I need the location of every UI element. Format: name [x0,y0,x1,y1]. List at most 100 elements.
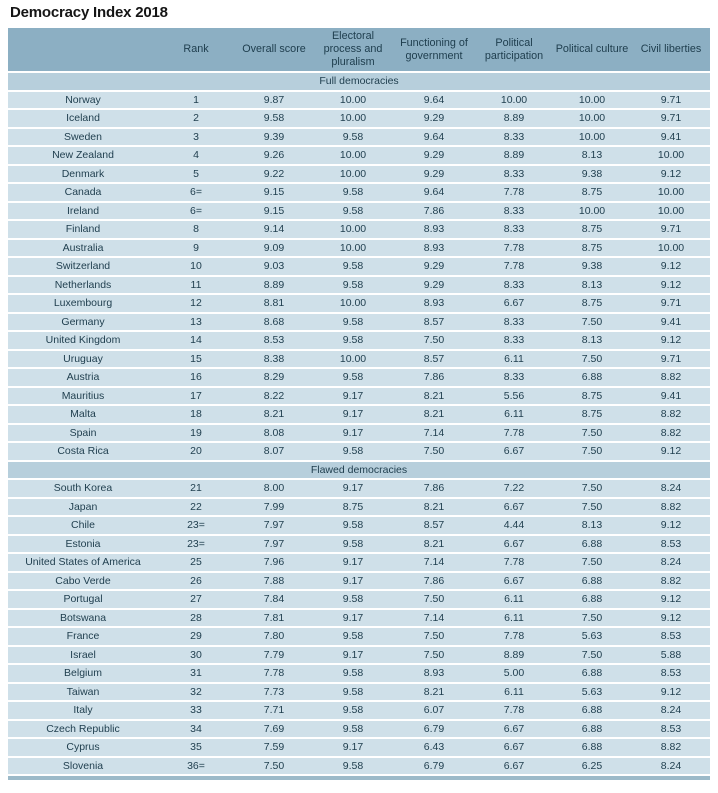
country-name: Cabo Verde [8,572,158,589]
country-name: Malta [8,406,158,423]
rank: 18 [158,406,234,423]
country-name: Mauritius [8,387,158,404]
electoral-process-score: 9.58 [314,683,392,700]
table-row: Czech Republic 34 7.69 9.58 6.79 6.67 6.88 8.53 [8,720,710,737]
section-header-flawed-democracies: Flawed democracies [8,461,710,478]
civil-liberties-score: 8.53 [632,535,710,552]
political-culture-score: 8.75 [552,239,632,256]
functioning-of-government-score: 8.21 [392,498,476,515]
functioning-of-government-score: 7.50 [392,332,476,349]
country-name: Ireland [8,202,158,219]
political-participation-score: 8.33 [476,369,552,386]
political-culture-score: 8.75 [552,295,632,312]
political-culture-score: 7.50 [552,554,632,571]
functioning-of-government-score: 7.86 [392,480,476,497]
overall-score: 8.08 [234,424,314,441]
political-participation-score: 6.67 [476,498,552,515]
table-row: United States of America 25 7.96 9.17 7.14 7.… [8,554,710,571]
functioning-of-government-score: 8.21 [392,683,476,700]
electoral-process-score: 9.58 [314,720,392,737]
civil-liberties-score: 9.71 [632,110,710,127]
rank: 14 [158,332,234,349]
electoral-process-score: 9.17 [314,646,392,663]
overall-score: 9.87 [234,91,314,108]
electoral-process-score: 9.17 [314,387,392,404]
civil-liberties-score: 8.82 [632,498,710,515]
functioning-of-government-score: 7.50 [392,646,476,663]
country-name: Italy [8,702,158,719]
overall-score: 8.22 [234,387,314,404]
political-culture-score: 6.88 [552,572,632,589]
political-culture-score: 7.50 [552,498,632,515]
page-title: Democracy Index 2018 [10,4,168,21]
functioning-of-government-score: 7.50 [392,591,476,608]
country-name: Spain [8,424,158,441]
rank: 21 [158,480,234,497]
table-row: Cabo Verde 26 7.88 9.17 7.86 6.67 6.88 8.82 [8,572,710,589]
table-row: Chile 23= 7.97 9.58 8.57 4.44 8.13 9.12 [8,517,710,534]
country-name: Switzerland [8,258,158,275]
functioning-of-government-score: 8.93 [392,239,476,256]
rank: 35 [158,739,234,756]
political-participation-score: 6.67 [476,535,552,552]
political-culture-score: 8.75 [552,221,632,238]
civil-liberties-score: 9.12 [632,276,710,293]
functioning-of-government-score: 8.93 [392,665,476,682]
overall-score: 9.58 [234,110,314,127]
column-header-functioning-of-government: Functioning of government [392,28,476,71]
country-name: United Kingdom [8,332,158,349]
electoral-process-score: 9.17 [314,480,392,497]
country-name: Iceland [8,110,158,127]
column-header-country [8,28,158,71]
rank: 17 [158,387,234,404]
civil-liberties-score: 9.12 [632,609,710,626]
table-bottom-edge [8,776,710,780]
civil-liberties-score: 8.53 [632,628,710,645]
overall-score: 7.69 [234,720,314,737]
functioning-of-government-score: 7.86 [392,572,476,589]
table-row: Estonia 23= 7.97 9.58 8.21 6.67 6.88 8.53 [8,535,710,552]
column-header-electoral-process-and-pluralism: Electoral process and pluralism [314,28,392,71]
political-participation-score: 5.56 [476,387,552,404]
overall-score: 8.00 [234,480,314,497]
table-row: Switzerland 10 9.03 9.58 9.29 7.78 9.38 9.12 [8,258,710,275]
political-participation-score: 4.44 [476,517,552,534]
overall-score: 9.26 [234,147,314,164]
electoral-process-score: 9.17 [314,609,392,626]
column-header-civil-liberties: Civil liberties [632,28,710,71]
rank: 3 [158,128,234,145]
civil-liberties-score: 9.12 [632,517,710,534]
functioning-of-government-score: 8.21 [392,387,476,404]
overall-score: 8.21 [234,406,314,423]
political-culture-score: 7.50 [552,609,632,626]
table-row: Germany 13 8.68 9.58 8.57 8.33 7.50 9.41 [8,313,710,330]
table-row: Iceland 2 9.58 10.00 9.29 8.89 10.00 9.71 [8,110,710,127]
overall-score: 7.88 [234,572,314,589]
country-name: Netherlands [8,276,158,293]
political-culture-score: 6.88 [552,591,632,608]
table-row: Ireland 6= 9.15 9.58 7.86 8.33 10.00 10.00 [8,202,710,219]
overall-score: 9.39 [234,128,314,145]
civil-liberties-score: 9.71 [632,350,710,367]
functioning-of-government-score: 7.50 [392,443,476,460]
political-culture-score: 7.50 [552,646,632,663]
political-participation-score: 6.11 [476,683,552,700]
overall-score: 9.22 [234,165,314,182]
electoral-process-score: 10.00 [314,91,392,108]
rank: 10 [158,258,234,275]
rank: 8 [158,221,234,238]
functioning-of-government-score: 9.64 [392,91,476,108]
overall-score: 8.07 [234,443,314,460]
overall-score: 7.80 [234,628,314,645]
political-culture-score: 7.50 [552,350,632,367]
political-culture-score: 5.63 [552,683,632,700]
rank: 2 [158,110,234,127]
civil-liberties-score: 9.41 [632,313,710,330]
overall-score: 9.14 [234,221,314,238]
political-participation-score: 10.00 [476,91,552,108]
overall-score: 7.99 [234,498,314,515]
country-name: Canada [8,184,158,201]
country-name: Cyprus [8,739,158,756]
political-culture-score: 7.50 [552,480,632,497]
table-row: Australia 9 9.09 10.00 8.93 7.78 8.75 10.00 [8,239,710,256]
